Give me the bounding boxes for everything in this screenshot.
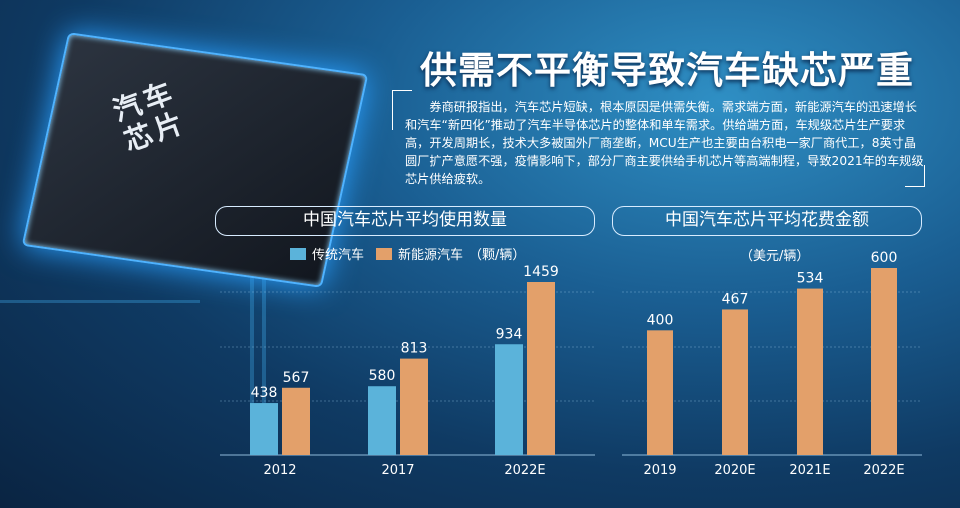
bar-nev-2017 bbox=[400, 358, 428, 455]
x-tick-label: 2020E bbox=[714, 463, 755, 478]
chart1-unit: （颗/辆） bbox=[469, 248, 526, 263]
circuit-trace bbox=[0, 300, 200, 303]
bar-2019 bbox=[647, 330, 673, 455]
bar-nev-2022E bbox=[527, 282, 555, 455]
data-label: 400 bbox=[647, 312, 674, 328]
data-label: 534 bbox=[797, 271, 824, 287]
bracket-top-left bbox=[392, 90, 412, 130]
x-tick-label: 2022E bbox=[863, 463, 904, 478]
bar-2021E bbox=[797, 288, 823, 455]
data-label: 600 bbox=[871, 250, 898, 266]
data-label: 1459 bbox=[523, 264, 559, 280]
x-tick-label: 2017 bbox=[381, 463, 414, 478]
chart1-title: 中国汽车芯片平均使用数量 bbox=[215, 206, 595, 236]
data-label: 813 bbox=[401, 341, 428, 357]
legend-label-nev: 新能源汽车 bbox=[398, 248, 464, 263]
chart1-legend: 传统汽车 新能源汽车 （颗/辆） bbox=[290, 244, 525, 263]
page-title: 供需不平衡导致汽车缺芯严重 bbox=[420, 49, 914, 92]
x-tick-label: 2012 bbox=[263, 463, 296, 478]
data-label: 934 bbox=[496, 326, 523, 342]
x-tick-label: 2019 bbox=[643, 463, 676, 478]
data-label: 438 bbox=[251, 385, 278, 401]
data-label: 580 bbox=[369, 368, 396, 384]
circuit-trace bbox=[262, 250, 266, 450]
bar-traditional-2022E bbox=[495, 344, 523, 455]
data-label: 567 bbox=[283, 370, 310, 386]
legend-label-traditional: 传统汽车 bbox=[312, 248, 365, 263]
bar-nev-2012 bbox=[282, 387, 310, 455]
intro-paragraph: 券商研报指出，汽车芯片短缺，根本原因是供需失衡。需求端方面，新能源汽车的迅速增长… bbox=[405, 100, 924, 186]
data-label: 467 bbox=[722, 291, 749, 307]
chart2-title: 中国汽车芯片平均花费金额 bbox=[612, 206, 922, 236]
chart2-unit: （美元/辆） bbox=[740, 249, 810, 264]
legend-swatch-nev bbox=[376, 247, 393, 260]
bar-traditional-2012 bbox=[250, 403, 278, 455]
x-tick-label: 2021E bbox=[789, 463, 830, 478]
x-tick-label: 2022E bbox=[504, 463, 545, 478]
circuit-trace bbox=[250, 250, 254, 450]
bar-2020E bbox=[722, 309, 748, 455]
bar-2022E bbox=[871, 268, 897, 455]
legend-swatch-traditional bbox=[290, 247, 306, 260]
bracket-bottom-right bbox=[905, 165, 925, 187]
bar-traditional-2017 bbox=[368, 386, 396, 455]
